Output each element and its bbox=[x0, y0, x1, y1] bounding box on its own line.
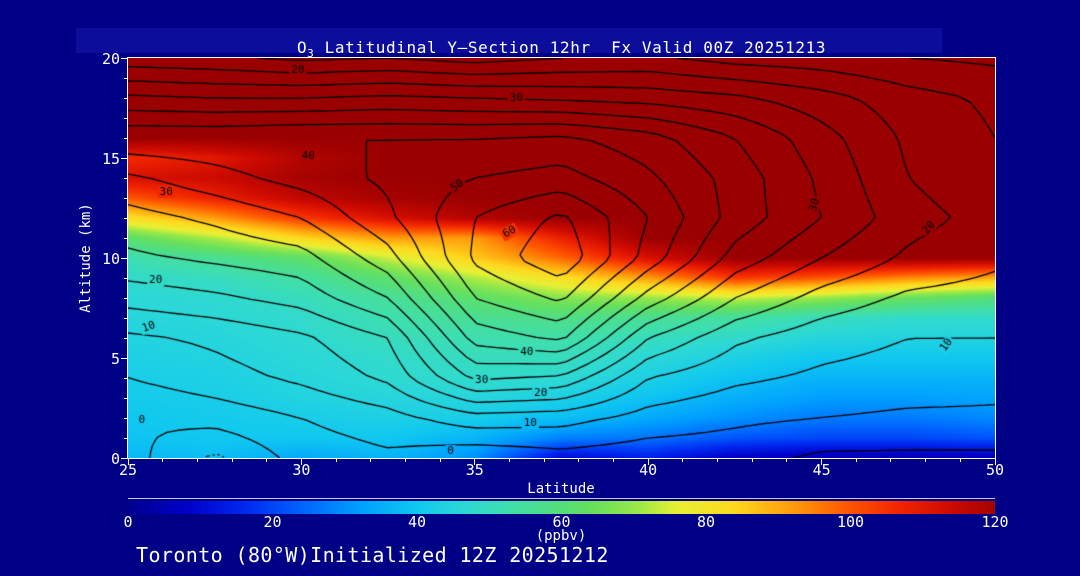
x-tick-label: 40 bbox=[639, 461, 658, 479]
y-minor-tick bbox=[124, 177, 127, 179]
colorbar bbox=[128, 498, 995, 514]
colorbar-tick-label: 100 bbox=[836, 513, 865, 531]
x-minor-tick bbox=[335, 459, 337, 462]
y-tick-label: 20 bbox=[101, 50, 120, 68]
plot-title: O3 Latitudinal Y–Section 12hr Fx Valid 0… bbox=[128, 38, 995, 60]
x-minor-tick bbox=[925, 459, 927, 462]
y-tick-label: 0 bbox=[110, 450, 120, 468]
title-text: Latitudinal Y–Section 12hr Fx Valid 00Z … bbox=[314, 38, 827, 57]
x-major-tick bbox=[821, 459, 823, 465]
y-minor-tick bbox=[124, 377, 127, 379]
y-major-tick bbox=[121, 57, 127, 59]
y-minor-tick bbox=[124, 297, 127, 299]
x-tick-label: 30 bbox=[292, 461, 311, 479]
x-minor-tick bbox=[231, 459, 233, 462]
y-tick-label: 10 bbox=[101, 250, 120, 268]
x-major-tick bbox=[647, 459, 649, 465]
x-minor-tick bbox=[266, 459, 268, 462]
x-minor-tick bbox=[959, 459, 961, 462]
y-major-tick bbox=[121, 357, 127, 359]
init-info-text: Toronto (80°W)Initialized 12Z 20251212 bbox=[136, 543, 609, 567]
x-minor-tick bbox=[613, 459, 615, 462]
y-minor-tick bbox=[124, 197, 127, 199]
x-major-tick bbox=[300, 459, 302, 465]
colorbar-tick-label: 60 bbox=[552, 513, 571, 531]
x-minor-tick bbox=[751, 459, 753, 462]
x-minor-tick bbox=[717, 459, 719, 462]
y-minor-tick bbox=[124, 137, 127, 139]
y-minor-tick bbox=[124, 217, 127, 219]
colorbar-tick-label: 20 bbox=[263, 513, 282, 531]
title-species: O bbox=[296, 38, 308, 57]
x-minor-tick bbox=[439, 459, 441, 462]
x-tick-label: 50 bbox=[985, 461, 1005, 479]
x-major-tick bbox=[127, 459, 129, 465]
y-minor-tick bbox=[124, 97, 127, 99]
y-tick-label: 15 bbox=[101, 150, 120, 168]
x-minor-tick bbox=[196, 459, 198, 462]
y-minor-tick bbox=[124, 277, 127, 279]
y-minor-tick bbox=[124, 117, 127, 119]
y-minor-tick bbox=[124, 417, 127, 419]
x-major-tick bbox=[474, 459, 476, 465]
y-major-tick bbox=[121, 257, 127, 259]
colorbar-unit-label: (ppbv) bbox=[535, 528, 587, 544]
y-major-tick bbox=[121, 157, 127, 159]
x-minor-tick bbox=[786, 459, 788, 462]
x-minor-tick bbox=[162, 459, 164, 462]
colorbar-tick-label: 40 bbox=[407, 513, 427, 531]
contour-plot-canvas bbox=[128, 58, 995, 458]
colorbar-tick-label: 0 bbox=[123, 513, 133, 531]
y-minor-tick bbox=[124, 397, 127, 399]
colorbar-gradient-canvas bbox=[128, 501, 995, 514]
x-axis-title: Latitude bbox=[527, 481, 595, 497]
y-tick-label: 5 bbox=[110, 350, 120, 368]
x-minor-tick bbox=[543, 459, 545, 462]
x-minor-tick bbox=[508, 459, 510, 462]
colorbar-tick-label: 120 bbox=[981, 513, 1009, 531]
y-minor-tick bbox=[124, 237, 127, 239]
y-minor-tick bbox=[124, 317, 127, 319]
x-tick-label: 45 bbox=[812, 461, 831, 479]
y-major-tick bbox=[121, 457, 127, 459]
colorbar-tick-label: 80 bbox=[696, 513, 716, 531]
title-species-subscript: 3 bbox=[307, 47, 315, 61]
x-tick-label: 25 bbox=[118, 461, 138, 479]
x-major-tick bbox=[994, 459, 996, 465]
y-minor-tick bbox=[124, 77, 127, 79]
x-minor-tick bbox=[404, 459, 406, 462]
x-minor-tick bbox=[890, 459, 892, 462]
plot-area bbox=[127, 57, 996, 459]
x-minor-tick bbox=[682, 459, 684, 462]
x-tick-label: 35 bbox=[465, 461, 484, 479]
x-minor-tick bbox=[370, 459, 372, 462]
y-minor-tick bbox=[124, 337, 127, 339]
title-band bbox=[76, 28, 942, 53]
x-minor-tick bbox=[855, 459, 857, 462]
y-minor-tick bbox=[124, 437, 127, 439]
x-minor-tick bbox=[578, 459, 580, 462]
